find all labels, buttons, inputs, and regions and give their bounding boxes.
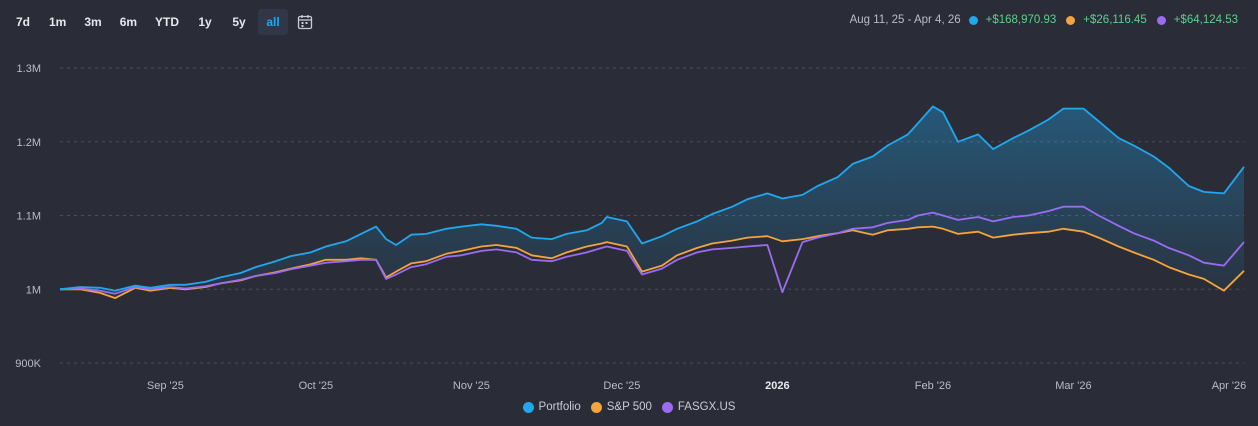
summary-date-range: Aug 11, 25 - Apr 4, 26 xyxy=(849,14,961,26)
legend-sp500-dot-icon xyxy=(590,401,602,413)
legend-fasgx-dot-icon xyxy=(661,401,673,413)
y-tick-label: 900K xyxy=(15,358,41,370)
legend-sp500-label: S&P 500 xyxy=(606,401,652,413)
legend-item-portfolio[interactable]: Portfolio xyxy=(522,401,581,413)
x-tick-label: Dec '25 xyxy=(603,380,640,392)
x-tick-label: Oct '25 xyxy=(299,380,334,392)
chart-legend: Portfolio S&P 500 FASGX.US xyxy=(0,401,1258,413)
range-button-1y[interactable]: 1y xyxy=(198,15,212,29)
legend-item-fasgx[interactable]: FASGX.US xyxy=(661,401,736,413)
y-tick-label: 1.2M xyxy=(17,137,41,149)
x-tick-label: 2026 xyxy=(765,380,789,392)
x-tick-label: Feb '26 xyxy=(915,380,951,392)
time-range-toolbar: 7d 1m 3m 6m YTD 1y 5y all xyxy=(8,8,318,36)
series-line-fasgx-us xyxy=(59,205,1245,295)
series-line-portfolio xyxy=(59,105,1245,292)
fasgx-gain: +$64,124.53 xyxy=(1173,14,1238,26)
legend-portfolio-label: Portfolio xyxy=(538,401,581,413)
calendar-button[interactable] xyxy=(292,9,318,35)
legend-fasgx-label: FASGX.US xyxy=(677,401,736,413)
range-button-ytd[interactable]: YTD xyxy=(155,15,180,29)
range-button-3m[interactable]: 3m xyxy=(84,15,102,29)
y-tick-label: 1M xyxy=(26,284,41,296)
portfolio-gain: +$168,970.93 xyxy=(985,14,1057,26)
performance-summary: Aug 11, 25 - Apr 4, 26 +$168,970.93 +$26… xyxy=(850,14,1242,26)
range-button-7d[interactable]: 7d xyxy=(15,15,30,29)
portfolio-area-fill xyxy=(60,106,1244,299)
range-button-6m[interactable]: 6m xyxy=(119,15,138,29)
sp500-gain: +$26,116.45 xyxy=(1083,14,1147,26)
x-tick-label: Nov '25 xyxy=(453,380,490,392)
x-tick-label: Apr '26 xyxy=(1212,380,1247,392)
x-tick-label: Mar '26 xyxy=(1055,380,1091,392)
sp500-dot-icon xyxy=(1066,15,1076,25)
range-button-all[interactable]: all xyxy=(258,9,289,35)
fasgx-dot-icon xyxy=(1156,15,1166,25)
legend-portfolio-dot-icon xyxy=(522,401,534,413)
range-button-1m[interactable]: 1m xyxy=(49,15,67,29)
x-tick-label: Sep '25 xyxy=(147,380,184,392)
portfolio-dot-icon xyxy=(968,15,978,25)
y-tick-label: 1.3M xyxy=(17,63,41,75)
calendar-icon xyxy=(297,15,313,30)
y-tick-label: 1.1M xyxy=(17,211,41,223)
legend-item-sp500[interactable]: S&P 500 xyxy=(590,401,652,413)
range-button-5y[interactable]: 5y xyxy=(232,15,246,29)
